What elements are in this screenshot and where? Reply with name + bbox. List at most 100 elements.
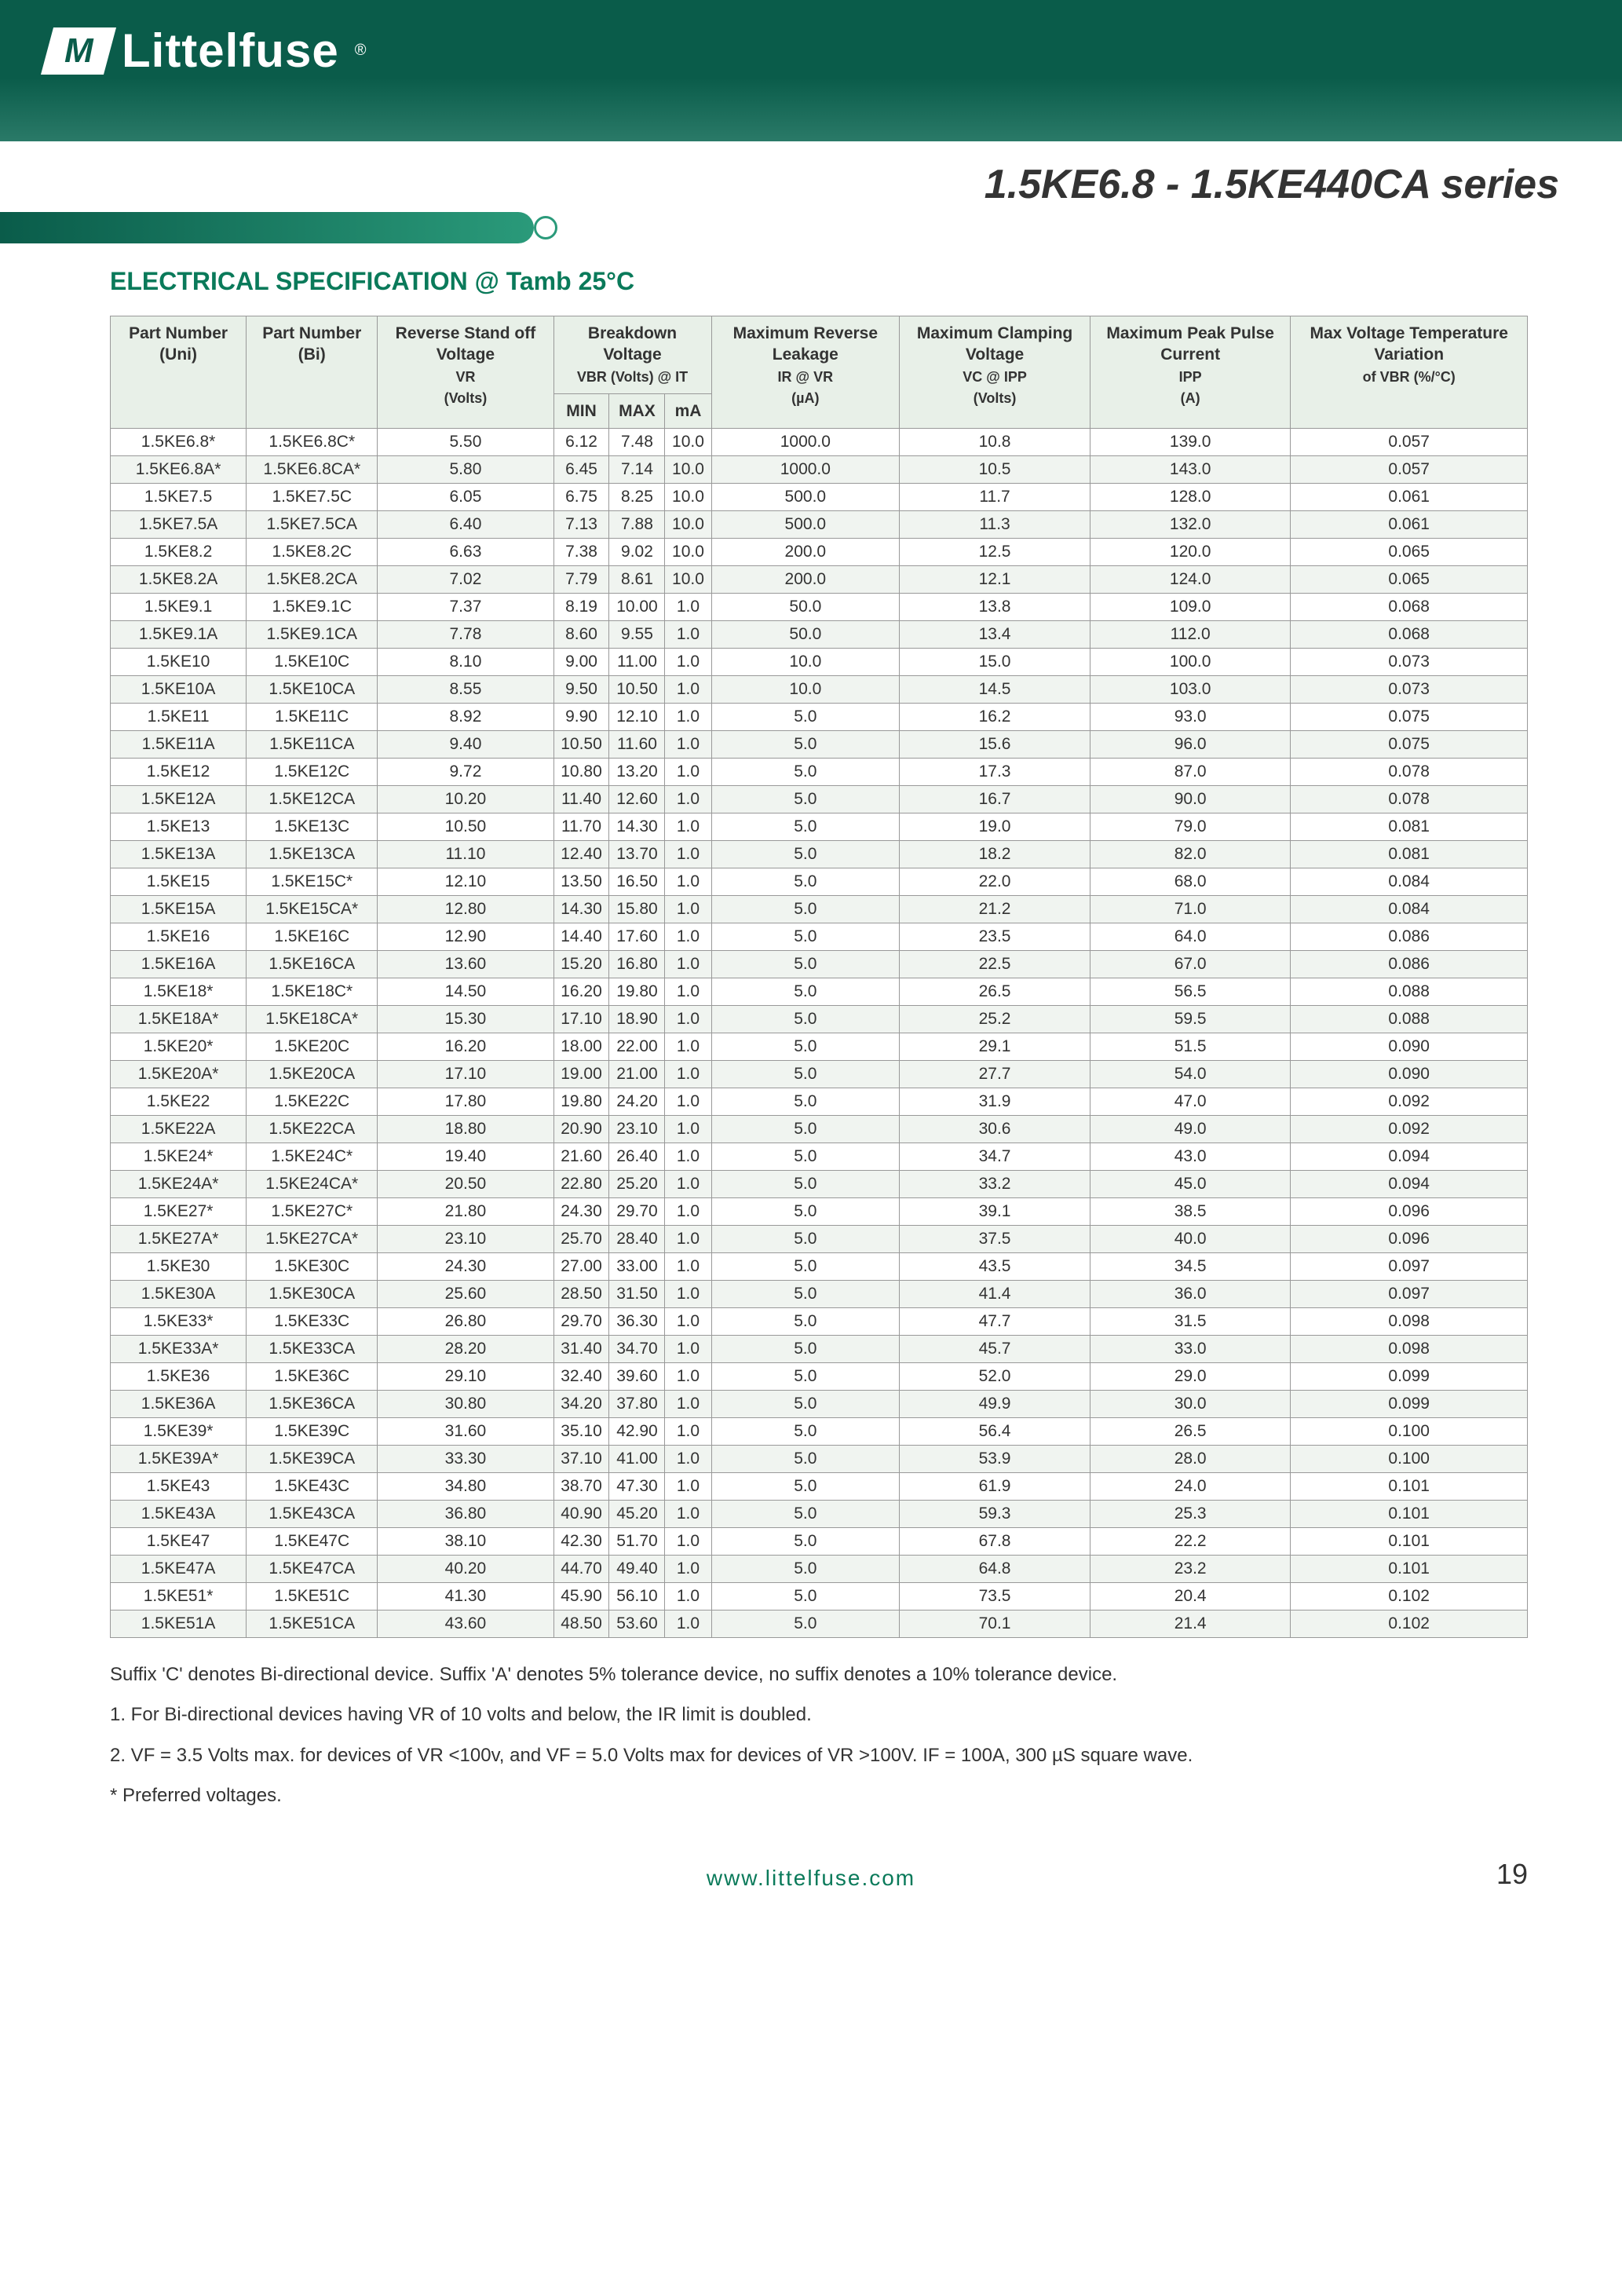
table-cell: 1.0	[665, 731, 711, 759]
table-cell: 38.10	[378, 1528, 553, 1556]
th-leakage: Maximum Reverse LeakageIR @ VR(µA)	[711, 316, 900, 429]
table-cell: 10.50	[553, 731, 609, 759]
table-cell: 1.0	[665, 868, 711, 896]
table-cell: 70.1	[900, 1610, 1090, 1638]
table-cell: 25.20	[609, 1171, 665, 1198]
table-cell: 31.60	[378, 1418, 553, 1446]
table-cell: 0.101	[1291, 1473, 1528, 1501]
table-cell: 6.45	[553, 456, 609, 484]
table-cell: 0.073	[1291, 676, 1528, 704]
table-cell: 25.3	[1090, 1501, 1290, 1528]
table-cell: 14.50	[378, 978, 553, 1006]
table-cell: 36.30	[609, 1308, 665, 1336]
table-cell: 0.097	[1291, 1253, 1528, 1281]
table-cell: 5.0	[711, 1391, 900, 1418]
table-cell: 1.5KE8.2C	[247, 539, 378, 566]
table-cell: 19.80	[609, 978, 665, 1006]
table-cell: 26.80	[378, 1308, 553, 1336]
table-cell: 26.5	[900, 978, 1090, 1006]
table-cell: 25.60	[378, 1281, 553, 1308]
table-cell: 1.5KE22CA	[247, 1116, 378, 1143]
table-cell: 1.0	[665, 1610, 711, 1638]
logo-text: Littelfuse	[122, 24, 339, 78]
table-cell: 0.057	[1291, 429, 1528, 456]
table-body: 1.5KE6.8*1.5KE6.8C*5.506.127.4810.01000.…	[111, 429, 1528, 1638]
th-ipp: Maximum Peak Pulse CurrentIPP(A)	[1090, 316, 1290, 429]
table-cell: 1.5KE51CA	[247, 1610, 378, 1638]
table-cell: 1.0	[665, 1391, 711, 1418]
table-cell: 120.0	[1090, 539, 1290, 566]
table-cell: 21.2	[900, 896, 1090, 923]
table-cell: 1.5KE30A	[111, 1281, 247, 1308]
table-cell: 109.0	[1090, 594, 1290, 621]
table-cell: 1.0	[665, 1501, 711, 1528]
table-cell: 1.0	[665, 759, 711, 786]
table-cell: 28.20	[378, 1336, 553, 1363]
table-row: 1.5KE24*1.5KE24C*19.4021.6026.401.05.034…	[111, 1143, 1528, 1171]
table-cell: 200.0	[711, 566, 900, 594]
table-cell: 1.5KE10	[111, 649, 247, 676]
table-cell: 1.5KE18CA*	[247, 1006, 378, 1033]
table-cell: 5.0	[711, 1308, 900, 1336]
table-row: 1.5KE121.5KE12C9.7210.8013.201.05.017.38…	[111, 759, 1528, 786]
table-cell: 5.0	[711, 923, 900, 951]
table-cell: 43.0	[1090, 1143, 1290, 1171]
table-cell: 0.068	[1291, 621, 1528, 649]
table-cell: 11.70	[553, 813, 609, 841]
table-cell: 1.5KE47C	[247, 1528, 378, 1556]
table-cell: 5.0	[711, 1088, 900, 1116]
table-cell: 44.70	[553, 1556, 609, 1583]
table-cell: 128.0	[1090, 484, 1290, 511]
table-cell: 29.70	[553, 1308, 609, 1336]
table-cell: 0.073	[1291, 649, 1528, 676]
table-cell: 13.4	[900, 621, 1090, 649]
table-cell: 0.088	[1291, 978, 1528, 1006]
table-cell: 1.5KE13C	[247, 813, 378, 841]
table-cell: 51.70	[609, 1528, 665, 1556]
table-cell: 6.63	[378, 539, 553, 566]
table-cell: 12.90	[378, 923, 553, 951]
table-row: 1.5KE111.5KE11C8.929.9012.101.05.016.293…	[111, 704, 1528, 731]
table-cell: 1.5KE13CA	[247, 841, 378, 868]
table-row: 1.5KE39*1.5KE39C31.6035.1042.901.05.056.…	[111, 1418, 1528, 1446]
table-cell: 0.078	[1291, 786, 1528, 813]
table-row: 1.5KE18A*1.5KE18CA*15.3017.1018.901.05.0…	[111, 1006, 1528, 1033]
table-cell: 59.5	[1090, 1006, 1290, 1033]
table-cell: 10.0	[665, 484, 711, 511]
table-cell: 5.0	[711, 1143, 900, 1171]
page-number: 19	[1496, 1858, 1528, 1891]
table-cell: 28.50	[553, 1281, 609, 1308]
registered-mark: ®	[355, 42, 367, 60]
table-cell: 9.40	[378, 731, 553, 759]
table-cell: 23.10	[609, 1116, 665, 1143]
table-cell: 28.0	[1090, 1446, 1290, 1473]
table-cell: 1.5KE11A	[111, 731, 247, 759]
table-cell: 0.101	[1291, 1528, 1528, 1556]
table-cell: 6.40	[378, 511, 553, 539]
table-cell: 103.0	[1090, 676, 1290, 704]
table-cell: 0.098	[1291, 1308, 1528, 1336]
table-cell: 1.0	[665, 923, 711, 951]
table-cell: 1.0	[665, 1198, 711, 1226]
table-cell: 0.084	[1291, 868, 1528, 896]
table-cell: 0.098	[1291, 1336, 1528, 1363]
footer: www.littelfuse.com 19	[0, 1842, 1622, 1914]
table-row: 1.5KE151.5KE15C*12.1013.5016.501.05.022.…	[111, 868, 1528, 896]
th-clamp: Maximum Clamping VoltageVC @ IPP(Volts)	[900, 316, 1090, 429]
table-cell: 1.5KE43CA	[247, 1501, 378, 1528]
table-cell: 9.02	[609, 539, 665, 566]
table-cell: 5.0	[711, 1171, 900, 1198]
table-cell: 1.5KE27C*	[247, 1198, 378, 1226]
table-cell: 21.80	[378, 1198, 553, 1226]
table-cell: 1.5KE18*	[111, 978, 247, 1006]
table-cell: 1.5KE43C	[247, 1473, 378, 1501]
table-cell: 1.5KE11	[111, 704, 247, 731]
table-cell: 49.9	[900, 1391, 1090, 1418]
th-temp: Max Voltage Temperature Variationof VBR …	[1291, 316, 1528, 429]
table-cell: 0.088	[1291, 1006, 1528, 1033]
table-cell: 31.50	[609, 1281, 665, 1308]
table-cell: 1.5KE10C	[247, 649, 378, 676]
table-cell: 8.10	[378, 649, 553, 676]
table-cell: 1.5KE30C	[247, 1253, 378, 1281]
table-cell: 33.0	[1090, 1336, 1290, 1363]
